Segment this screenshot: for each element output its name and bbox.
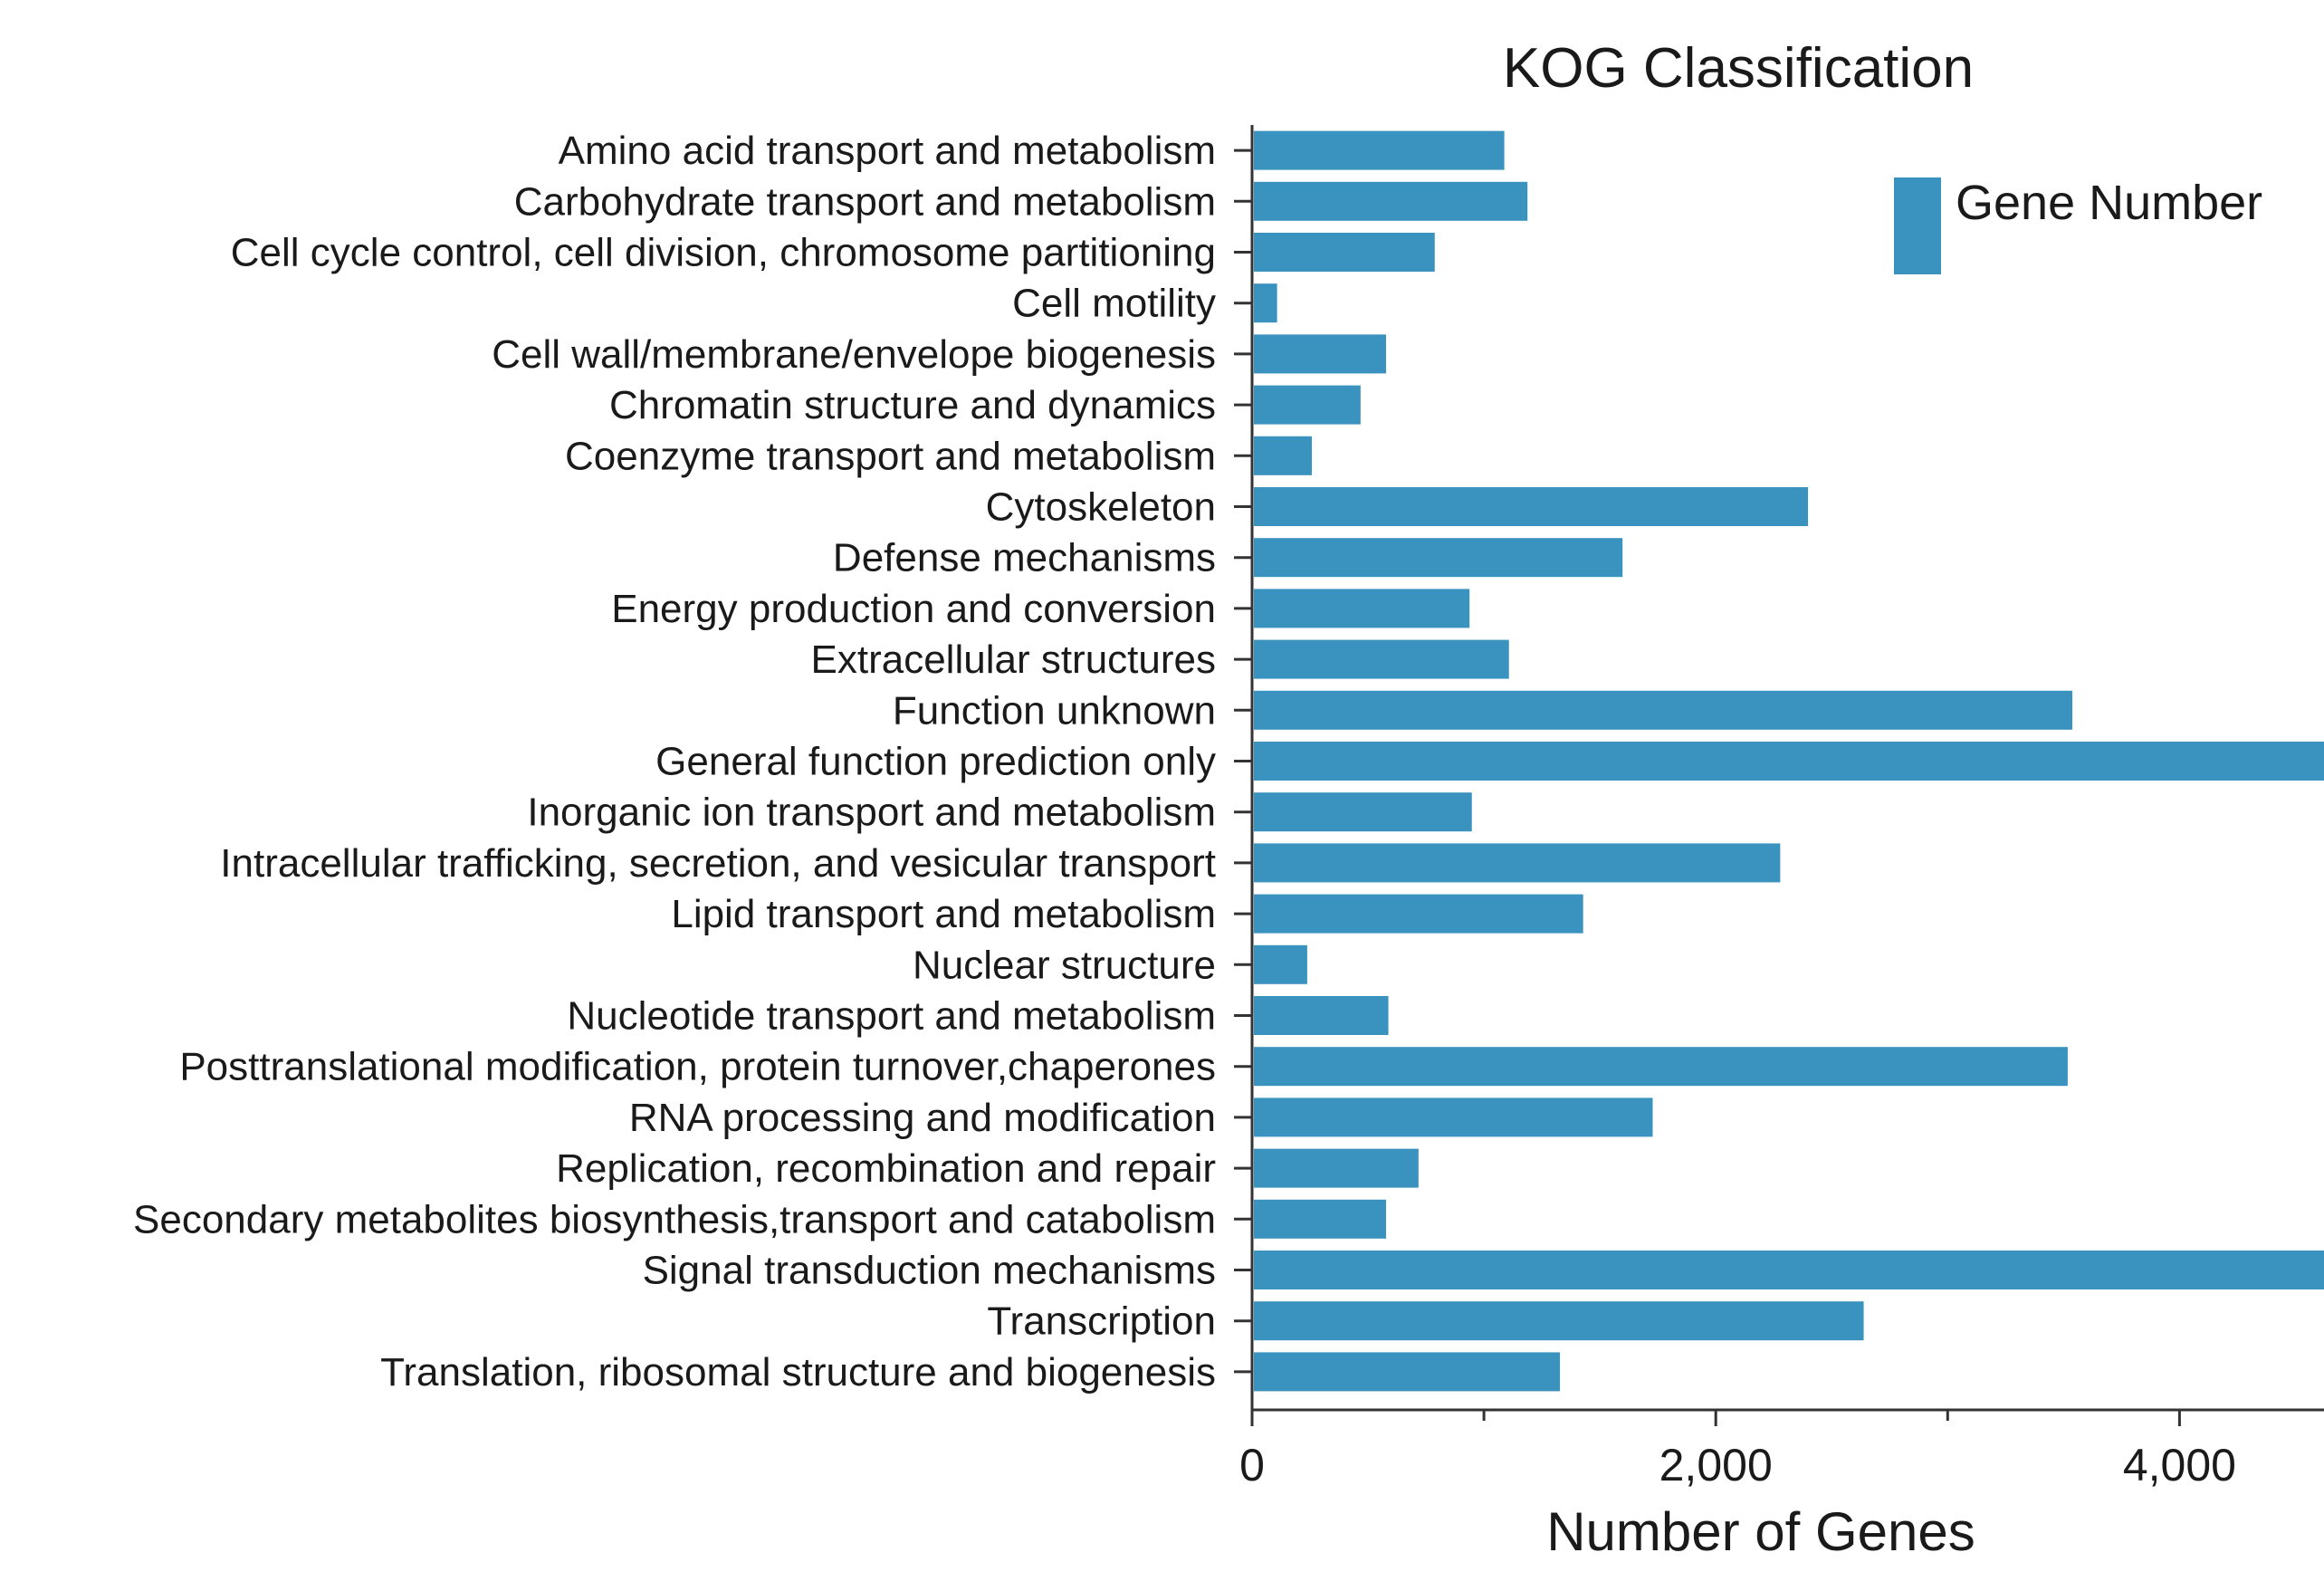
bar [1254,792,1472,832]
category-label: Inorganic ion transport and metabolism [527,791,1216,835]
bar [1254,181,1528,221]
bar [1254,283,1277,323]
category-label: Cell wall/membrane/envelope biogenesis [492,332,1216,377]
bar [1254,1352,1561,1392]
bar [1254,996,1389,1035]
bar [1254,894,1583,934]
bar [1254,1148,1419,1188]
y-ticks-group [1234,149,1252,1374]
category-label: Transcription [987,1299,1216,1344]
category-label: Translation, ribosomal structure and bio… [380,1350,1216,1395]
bar [1254,639,1509,679]
bar [1254,130,1505,170]
category-label: Chromatin structure and dynamics [609,383,1216,427]
category-label: Function unknown [893,688,1216,733]
legend-label: Gene Number [1956,176,2262,230]
x-axis-label: Number of Genes [1546,1501,1975,1562]
category-label: General function prediction only [655,740,1216,784]
category-label: Secondary metabolites biosynthesis,trans… [133,1197,1216,1241]
bar [1254,742,2324,781]
bar [1254,436,1313,475]
legend: Gene Number [1894,176,2262,274]
bar [1254,1301,1864,1341]
category-label: Replication, recombination and repair [556,1146,1216,1191]
category-label: Cell motility [1012,282,1216,326]
category-label: Cell cycle control, cell division, chrom… [231,231,1216,275]
legend-swatch [1894,177,1941,274]
category-label: Extracellular structures [811,637,1216,682]
category-label: Nucleotide transport and metabolism [567,994,1216,1039]
category-label: Nuclear structure [913,943,1216,987]
x-tick-label: 4,000 [2123,1440,2236,1490]
bar [1254,1251,2324,1289]
bar [1254,1047,2068,1087]
x-tick-label: 2,000 [1659,1440,1773,1490]
category-labels-group: Amino acid transport and metabolism Carbo… [133,129,1216,1395]
bar [1254,843,1781,883]
bar [1254,944,1307,984]
category-label: Defense mechanisms [833,536,1216,580]
bar [1254,334,1386,374]
category-label: Lipid transport and metabolism [671,892,1216,936]
bar [1254,538,1623,578]
bars-group [1254,130,2324,1392]
bar [1254,487,1809,526]
category-label: RNA processing and modification [629,1096,1216,1140]
category-label: Carbohydrate transport and metabolism [514,179,1216,224]
x-tick-label: 0 [1239,1440,1265,1490]
category-label: Cytoskeleton [986,485,1216,530]
chart-title: KOG Classification [1503,37,1974,100]
bar [1254,1097,1653,1137]
category-label: Coenzyme transport and metabolism [565,434,1216,478]
category-label: Posttranslational modification, protein … [179,1045,1216,1089]
bar [1254,1199,1386,1239]
bar [1254,233,1435,272]
category-label: Amino acid transport and metabolism [559,129,1216,173]
category-label: Energy production and conversion [611,587,1216,631]
category-label: Signal transduction mechanisms [643,1249,1216,1293]
bar [1254,589,1470,628]
category-label: Intracellular trafficking, secretion, an… [220,841,1216,886]
bar [1254,690,2073,730]
bar [1254,385,1361,425]
